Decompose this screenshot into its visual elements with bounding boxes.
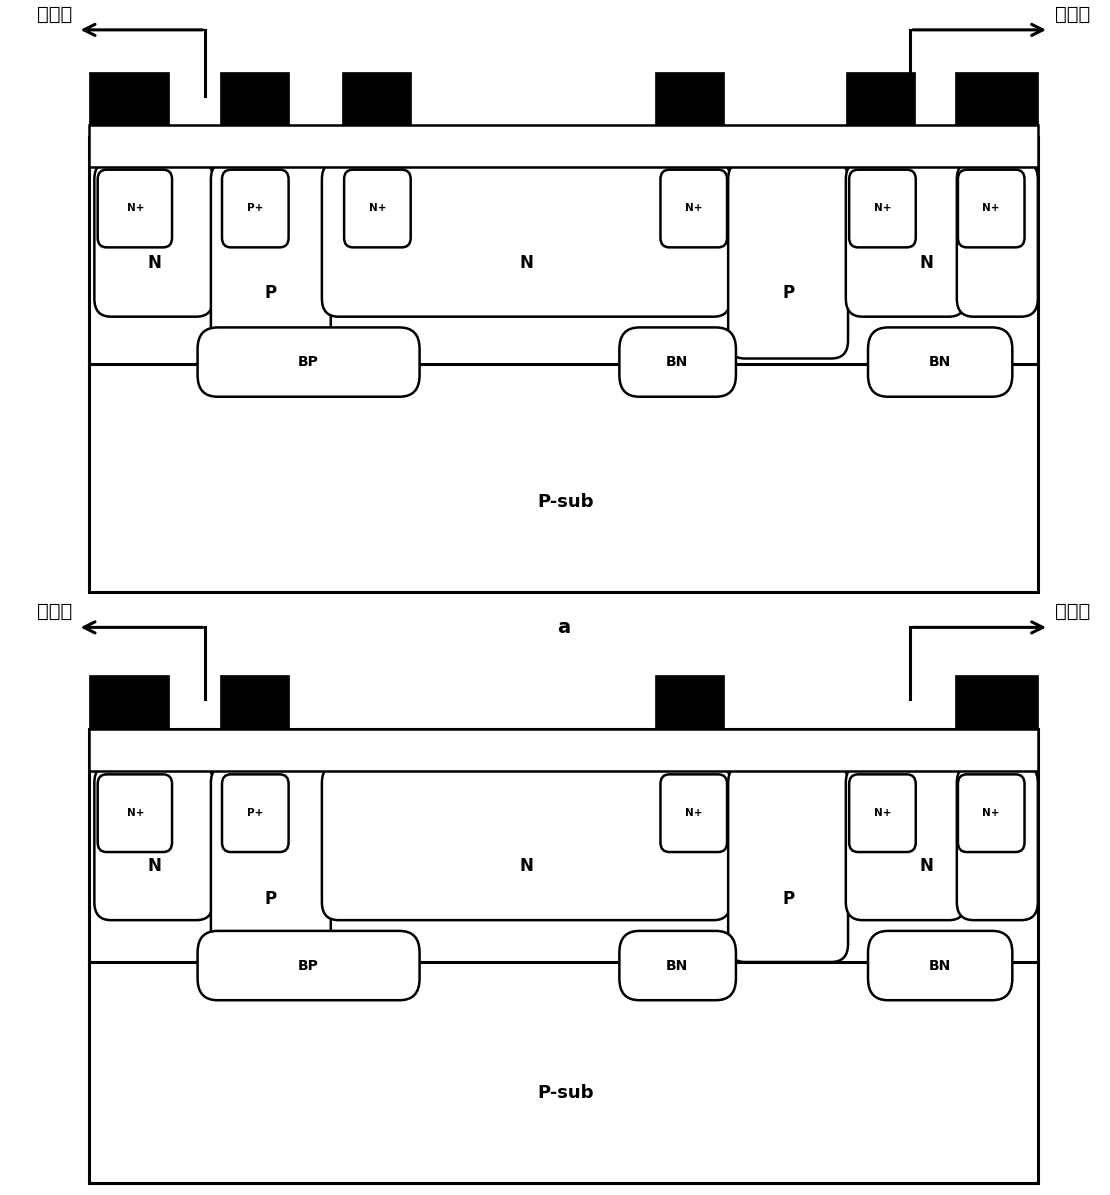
FancyBboxPatch shape [660, 170, 727, 247]
Bar [955, 675, 1038, 729]
Bar [89, 137, 1038, 592]
Text: N: N [148, 253, 161, 272]
Bar [89, 729, 1038, 771]
Text: BN: BN [666, 355, 688, 369]
FancyBboxPatch shape [619, 931, 736, 1000]
Bar [220, 675, 289, 729]
Text: N+: N+ [369, 203, 386, 213]
FancyBboxPatch shape [94, 765, 213, 920]
Text: N: N [920, 857, 934, 876]
FancyBboxPatch shape [94, 161, 213, 317]
Text: 低压区: 低压区 [37, 5, 72, 24]
Bar [89, 729, 1038, 1183]
Bar [89, 72, 169, 125]
FancyBboxPatch shape [846, 765, 966, 920]
Text: P: P [783, 283, 794, 302]
Bar [342, 72, 411, 125]
Bar [89, 125, 1038, 167]
Text: BN: BN [666, 958, 688, 973]
Text: N+: N+ [874, 808, 891, 817]
Text: P+: P+ [248, 203, 263, 213]
Text: P+: P+ [248, 808, 263, 817]
FancyBboxPatch shape [619, 327, 736, 397]
Text: 高压区: 高压区 [1054, 602, 1090, 621]
FancyBboxPatch shape [222, 170, 289, 247]
FancyBboxPatch shape [849, 170, 916, 247]
Text: N: N [920, 253, 934, 272]
Text: N+: N+ [685, 203, 703, 213]
FancyBboxPatch shape [728, 161, 848, 358]
FancyBboxPatch shape [868, 931, 1012, 1000]
Text: N+: N+ [874, 203, 891, 213]
Text: N+: N+ [982, 808, 1000, 817]
FancyBboxPatch shape [198, 931, 420, 1000]
FancyBboxPatch shape [958, 774, 1025, 852]
FancyBboxPatch shape [322, 161, 730, 317]
Text: BN: BN [929, 355, 951, 369]
Text: BN: BN [929, 958, 951, 973]
FancyBboxPatch shape [958, 170, 1025, 247]
Bar [655, 675, 724, 729]
Text: N+: N+ [127, 808, 144, 817]
Text: P-sub: P-sub [538, 492, 594, 511]
Text: N+: N+ [685, 808, 703, 817]
Bar [655, 72, 724, 125]
FancyBboxPatch shape [98, 170, 172, 247]
Text: 低压区: 低压区 [37, 602, 72, 621]
FancyBboxPatch shape [846, 161, 966, 317]
FancyBboxPatch shape [222, 774, 289, 852]
FancyBboxPatch shape [211, 765, 331, 962]
Text: P: P [265, 889, 276, 908]
FancyBboxPatch shape [957, 161, 1038, 317]
FancyBboxPatch shape [344, 170, 411, 247]
Bar [89, 675, 169, 729]
Text: P: P [265, 283, 276, 302]
Text: N+: N+ [982, 203, 1000, 213]
FancyBboxPatch shape [98, 774, 172, 852]
FancyBboxPatch shape [660, 774, 727, 852]
Text: P-sub: P-sub [538, 1084, 594, 1103]
Bar [846, 72, 915, 125]
Text: a: a [557, 618, 569, 637]
FancyBboxPatch shape [957, 765, 1038, 920]
FancyBboxPatch shape [728, 765, 848, 962]
Text: N: N [519, 857, 533, 876]
FancyBboxPatch shape [868, 327, 1012, 397]
Text: P: P [783, 889, 794, 908]
Bar [220, 72, 289, 125]
Text: N+: N+ [127, 203, 144, 213]
Text: N: N [148, 857, 161, 876]
FancyBboxPatch shape [849, 774, 916, 852]
FancyBboxPatch shape [211, 161, 331, 358]
Text: BP: BP [299, 958, 319, 973]
FancyBboxPatch shape [198, 327, 420, 397]
Text: N: N [519, 253, 533, 272]
Bar [955, 72, 1038, 125]
Text: BP: BP [299, 355, 319, 369]
FancyBboxPatch shape [322, 765, 730, 920]
Text: 高压区: 高压区 [1054, 5, 1090, 24]
